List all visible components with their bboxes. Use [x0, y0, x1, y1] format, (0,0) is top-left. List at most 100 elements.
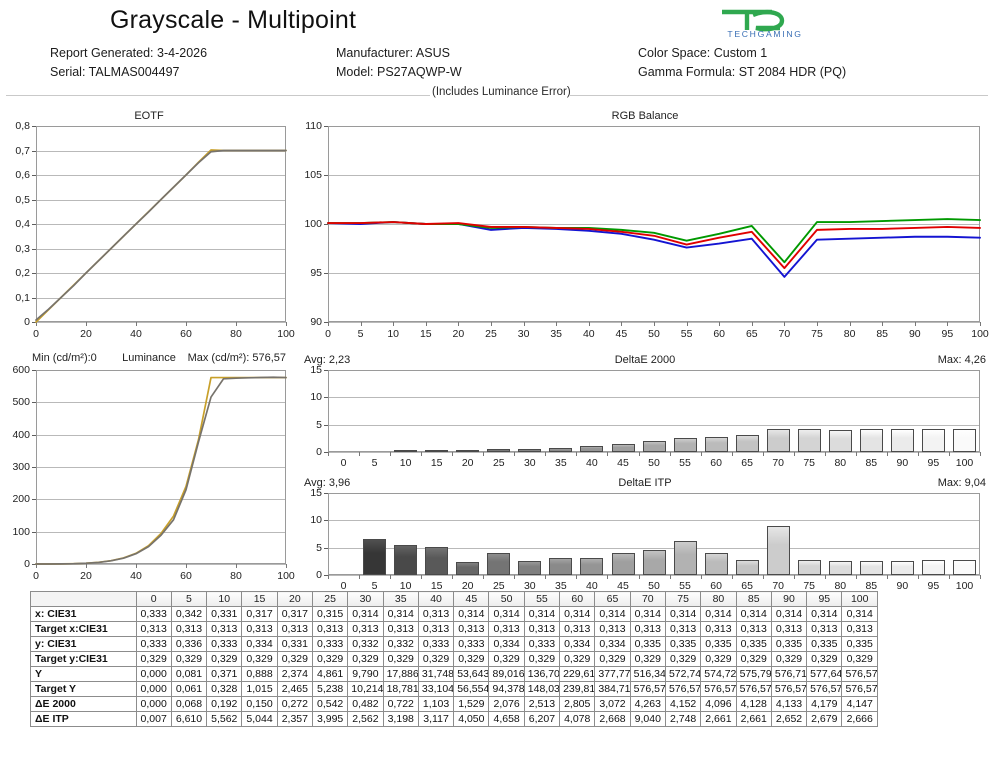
table-cell: 572,740 — [664, 666, 702, 682]
xtick-mark — [491, 322, 492, 326]
bar — [518, 449, 542, 452]
ytick-label: 500 — [12, 396, 30, 409]
table-cell: 9,790 — [347, 666, 384, 682]
table-col-header: 95 — [806, 591, 843, 607]
table-cell: 5,562 — [206, 711, 243, 727]
ytick-mark — [32, 150, 36, 152]
axis-line-left — [36, 126, 37, 322]
xtick-mark — [421, 575, 423, 579]
xtick-label: 45 — [615, 328, 628, 340]
xtick-mark — [917, 575, 919, 579]
xtick-label: 55 — [680, 328, 693, 340]
table-col-header: 40 — [417, 591, 455, 607]
table-row-header: ΔE 2000 — [30, 696, 137, 712]
plot-area-luminance — [32, 370, 287, 568]
xtick-mark — [784, 322, 786, 326]
xtick-mark — [980, 452, 981, 456]
gridline-y — [328, 424, 980, 426]
gridline-y — [328, 547, 980, 549]
xtick-label: 60 — [713, 328, 726, 340]
ytick-mark — [32, 467, 36, 468]
table-cell: 0,329 — [311, 651, 349, 667]
table-cell: 2,666 — [841, 711, 878, 727]
table-cell: 2,357 — [276, 711, 314, 727]
axis-line-bottom — [36, 563, 286, 564]
table-cell: 0,482 — [347, 696, 384, 712]
ytick-label: 0,7 — [15, 144, 30, 157]
ytick-label: 300 — [12, 461, 30, 473]
bar — [953, 429, 976, 452]
table-col-header: 50 — [488, 591, 525, 607]
xtick-mark — [186, 564, 187, 568]
table-cell: 0,329 — [700, 651, 737, 667]
bar — [425, 547, 449, 575]
xtick-mark — [328, 452, 329, 456]
xtick-label: 65 — [741, 580, 753, 592]
table-cell: 0,333 — [135, 636, 172, 652]
ytick-label: 0,2 — [15, 267, 30, 279]
ytick-label: 0,6 — [15, 169, 30, 181]
xtick-mark — [817, 322, 818, 326]
bar — [580, 558, 604, 575]
chart-title-luminance: Luminance — [122, 352, 176, 364]
table-row-header: Target x:CIE31 — [30, 621, 137, 637]
table-cell: 89,016 — [488, 666, 525, 682]
ytick-mark — [324, 273, 328, 274]
table-cell: 5,044 — [241, 711, 278, 727]
ytick-mark — [32, 499, 36, 501]
bar — [890, 560, 914, 575]
table-cell: 0,336 — [170, 636, 208, 652]
table-cell: 0,335 — [664, 636, 702, 652]
xtick-mark — [638, 575, 640, 579]
table-cell: 2,668 — [594, 711, 631, 727]
table-corner-cell — [30, 591, 137, 607]
xtick-label: 25 — [485, 328, 497, 340]
chart-title-eotf: EOTF — [134, 110, 164, 122]
table-cell: 0,331 — [206, 606, 243, 622]
xtick-label: 60 — [710, 580, 722, 592]
xtick-label: 100 — [277, 570, 295, 582]
table-cell: 0,335 — [841, 636, 878, 652]
xtick-mark — [886, 452, 888, 456]
table-cell: 4,152 — [664, 696, 702, 712]
table-cell: 6,610 — [170, 711, 208, 727]
xtick-label: 85 — [876, 328, 889, 340]
page-title: Grayscale - Multipoint — [110, 6, 357, 34]
ytick-mark — [324, 397, 328, 399]
xtick-mark — [638, 452, 640, 456]
xtick-label: 70 — [778, 328, 791, 340]
table-cell: 0,314 — [594, 606, 631, 622]
ytick-label: 100 — [12, 525, 30, 538]
xtick-mark — [576, 575, 578, 579]
axis-line-right — [979, 370, 980, 452]
bar — [797, 429, 821, 452]
divider-caption: (Includes Luminance Error) — [432, 86, 571, 98]
ytick-mark — [324, 370, 328, 371]
xtick-mark — [328, 575, 329, 579]
bar — [518, 561, 542, 575]
axis-line-left — [36, 370, 37, 564]
table-cell: 18,781 — [382, 681, 419, 697]
xtick-mark — [669, 452, 671, 456]
ytick-mark — [32, 402, 36, 404]
xtick-mark — [390, 575, 392, 579]
table-row-header: Target y:CIE31 — [30, 651, 137, 667]
table-col-header: 55 — [523, 591, 561, 607]
gridline-y — [36, 248, 286, 250]
table-row: Target x:CIE31 0,313 0,313 0,313 0,313 0,313 0… — [30, 621, 878, 637]
table-cell: 0,314 — [453, 606, 490, 622]
xtick-label: 80 — [834, 580, 847, 592]
table-cell: 94,378 — [488, 681, 525, 697]
table-cell: 2,513 — [523, 696, 561, 712]
table-cell: 0,314 — [735, 606, 772, 622]
series-layer-eotf — [35, 149, 287, 323]
ytick-mark — [324, 126, 328, 127]
table-cell: 0,329 — [382, 651, 419, 667]
table-col-header: 45 — [453, 591, 490, 607]
table-col-header: 65 — [594, 591, 631, 607]
table-cell: 0,342 — [170, 606, 208, 622]
ytick-label: 0 — [24, 558, 30, 570]
xtick-mark — [359, 452, 360, 456]
table-cell: 4,096 — [700, 696, 737, 712]
table-cell: 0,000 — [135, 696, 172, 712]
